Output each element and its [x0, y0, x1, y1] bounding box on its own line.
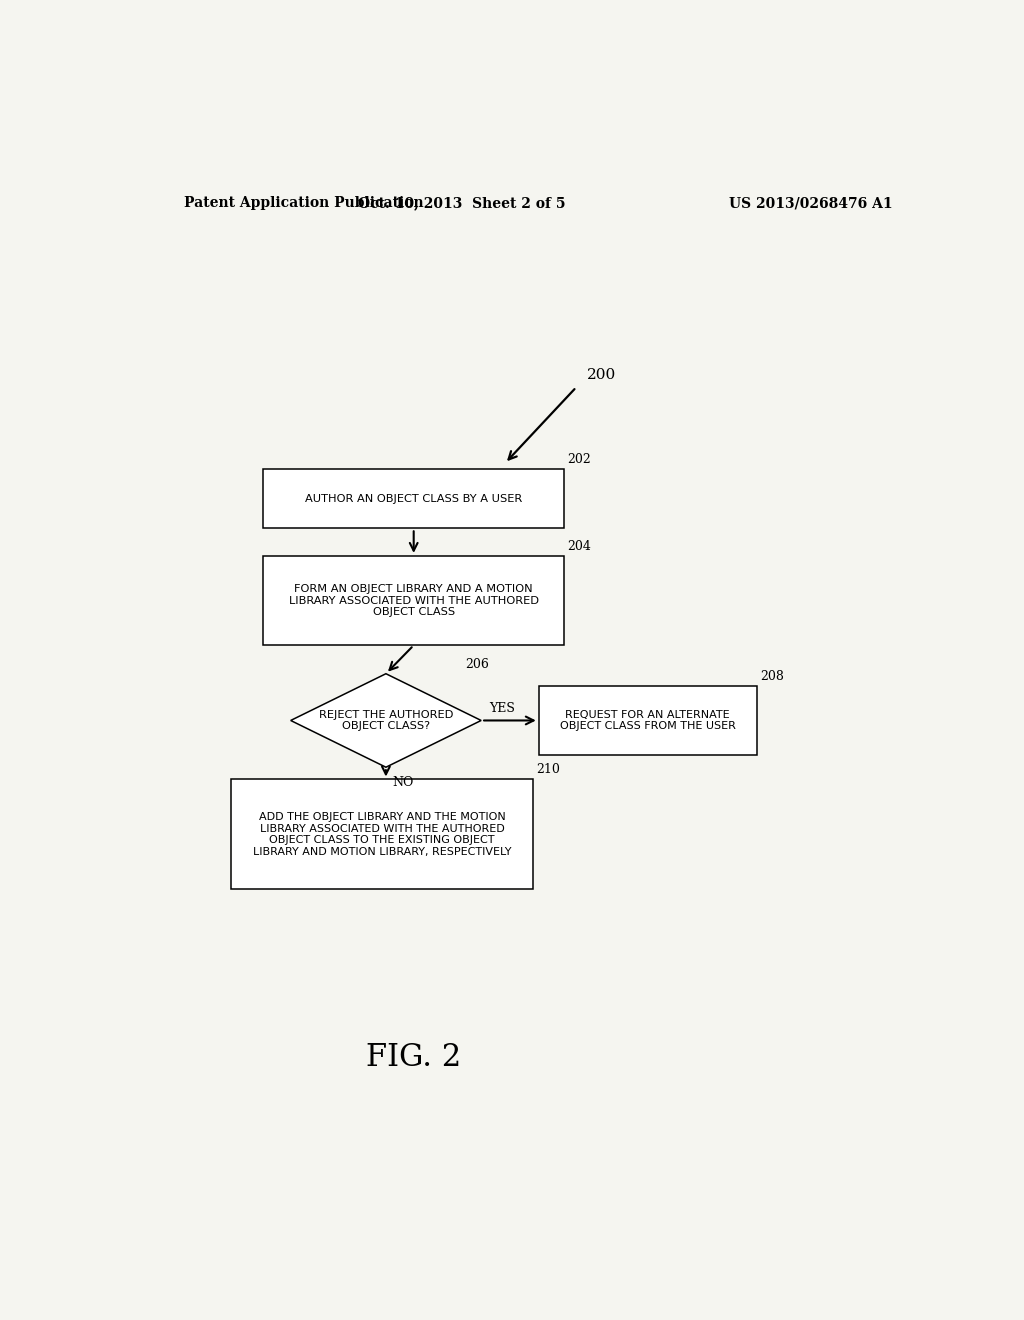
Polygon shape [291, 673, 481, 767]
Text: 210: 210 [536, 763, 560, 776]
Text: FIG. 2: FIG. 2 [366, 1043, 462, 1073]
Text: YES: YES [489, 702, 515, 715]
Text: NO: NO [392, 776, 414, 789]
Text: 208: 208 [760, 669, 784, 682]
Text: 200: 200 [587, 368, 616, 381]
Text: US 2013/0268476 A1: US 2013/0268476 A1 [729, 197, 892, 210]
Text: 206: 206 [465, 657, 489, 671]
Text: AUTHOR AN OBJECT CLASS BY A USER: AUTHOR AN OBJECT CLASS BY A USER [305, 494, 522, 504]
FancyBboxPatch shape [231, 779, 532, 890]
FancyBboxPatch shape [263, 556, 564, 645]
Text: 204: 204 [567, 540, 592, 553]
FancyBboxPatch shape [539, 686, 757, 755]
Text: Patent Application Publication: Patent Application Publication [183, 197, 423, 210]
Text: ADD THE OBJECT LIBRARY AND THE MOTION
LIBRARY ASSOCIATED WITH THE AUTHORED
OBJEC: ADD THE OBJECT LIBRARY AND THE MOTION LI… [253, 812, 511, 857]
Text: FORM AN OBJECT LIBRARY AND A MOTION
LIBRARY ASSOCIATED WITH THE AUTHORED
OBJECT : FORM AN OBJECT LIBRARY AND A MOTION LIBR… [289, 583, 539, 618]
Text: 202: 202 [567, 453, 592, 466]
Text: Oct. 10, 2013  Sheet 2 of 5: Oct. 10, 2013 Sheet 2 of 5 [357, 197, 565, 210]
Text: REJECT THE AUTHORED
OBJECT CLASS?: REJECT THE AUTHORED OBJECT CLASS? [318, 710, 453, 731]
FancyBboxPatch shape [263, 470, 564, 528]
Text: REQUEST FOR AN ALTERNATE
OBJECT CLASS FROM THE USER: REQUEST FOR AN ALTERNATE OBJECT CLASS FR… [560, 710, 736, 731]
